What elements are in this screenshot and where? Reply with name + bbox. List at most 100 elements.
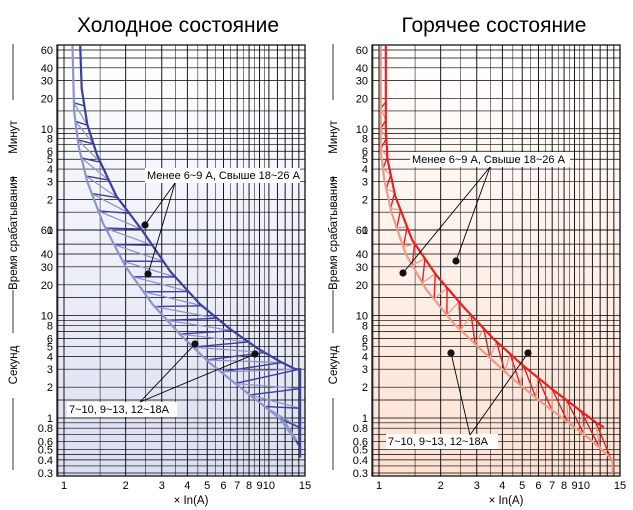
band-rung <box>98 210 130 215</box>
y-tick-label-minutes: 3 <box>47 177 53 189</box>
band-diagonal <box>73 102 89 126</box>
band-diagonal <box>235 382 301 390</box>
y-tick-label-seconds: 0.3 <box>38 468 53 480</box>
x-tick-label: 7 <box>234 480 240 492</box>
x-tick-label: 3 <box>159 480 165 492</box>
band-diagonal <box>390 207 401 211</box>
y-label-minutes: Минут <box>328 120 340 154</box>
y-tick-label-minutes: 30 <box>356 75 368 87</box>
y-tick-label-seconds: 2 <box>47 382 53 394</box>
annotation-bg <box>145 168 300 183</box>
band-diagonal <box>411 258 426 266</box>
band-diagonal <box>143 291 203 307</box>
y-tick-label-seconds: 0.6 <box>353 436 368 448</box>
y-tick-label-minutes: 5 <box>362 154 368 166</box>
x-tick-label: 15 <box>299 480 311 492</box>
y-tick-label-seconds: 0.4 <box>353 455 368 467</box>
annotation-dot <box>144 270 152 278</box>
band-lattice <box>380 101 614 463</box>
leader-line <box>450 352 471 436</box>
band-lattice <box>73 102 301 448</box>
y-axis-labels: Минут Время срабатывания Секунд <box>328 44 340 470</box>
band-diagonal <box>77 139 101 163</box>
band-diagonal <box>446 301 460 316</box>
y-tick-label-minutes: 2 <box>362 195 368 207</box>
y-tick-label-minutes: 5 <box>47 154 53 166</box>
band-rung <box>509 353 521 386</box>
band-rung <box>75 120 88 126</box>
y-tick-label-minutes: 6 <box>362 146 368 158</box>
band-rung <box>77 139 94 145</box>
annotation-bg <box>386 434 498 449</box>
band-rung <box>537 377 553 411</box>
band-diagonal <box>474 328 485 345</box>
y-tick-label-seconds: 60 <box>356 225 368 237</box>
x-tick-label: 1 <box>61 480 67 492</box>
band-diagonal <box>565 400 569 423</box>
y-tick-label-seconds: 10 <box>356 311 368 323</box>
x-tick-label: 8 <box>561 480 567 492</box>
band-diagonal <box>91 193 130 214</box>
y-label-seconds: Секунд <box>8 345 20 384</box>
y-tick-label-seconds: 2 <box>362 382 368 394</box>
y-tick-label-seconds: 4 <box>362 351 368 363</box>
band-diagonal <box>132 276 189 293</box>
leader-line <box>144 182 176 226</box>
band-diagonal <box>433 287 448 300</box>
band-diagonal <box>179 333 249 343</box>
band-rung <box>193 341 249 348</box>
y-tick-label-minutes: 20 <box>41 93 53 105</box>
y-tick-label-seconds: 30 <box>356 262 368 274</box>
upper-limit-curve <box>384 45 605 429</box>
band-rung <box>421 258 426 283</box>
y-tick-label-minutes: 40 <box>41 63 53 75</box>
x-tick-label: 5 <box>519 480 525 492</box>
band-rung <box>85 175 109 181</box>
y-tick-label-seconds: 40 <box>41 249 53 261</box>
annotation-bottom: 7~10, 9~13, 12~18A <box>69 404 170 416</box>
annotation-dot <box>452 257 460 265</box>
band-diagonal <box>535 377 539 398</box>
band-rung <box>220 361 282 373</box>
annotation-top: Менее 6~9 А, Свыше 18~26 А <box>147 170 301 182</box>
band-diagonal <box>167 319 233 332</box>
band-diagonal <box>122 260 176 278</box>
band-rung <box>114 243 153 246</box>
x-tick-label: 9 <box>256 480 262 492</box>
band-rung <box>470 315 476 345</box>
x-tick-label: 7 <box>549 480 555 492</box>
band-rung <box>81 157 101 163</box>
band-rung <box>551 388 569 423</box>
y-tick-label-minutes: 2 <box>47 195 53 207</box>
x-tick-label: 2 <box>438 480 444 492</box>
y-tick-label-seconds: 60 <box>41 225 53 237</box>
y-label-main: Время срабатывания <box>328 176 340 290</box>
x-tick-label: 10 <box>578 480 590 492</box>
y-label-main: Время срабатывания <box>8 176 20 290</box>
annotation-dot <box>191 340 199 348</box>
x-axis-label: × In(A) <box>489 495 524 507</box>
leader-line <box>402 166 491 274</box>
annotation-bg <box>67 402 177 417</box>
x-tick-label: 3 <box>474 480 480 492</box>
band-rung <box>458 301 462 331</box>
band-diagonal <box>105 227 153 246</box>
annotation-top: Менее 6~9 А, Свыше 18~26 А <box>412 154 566 166</box>
x-tick-label: 4 <box>499 480 505 492</box>
y-tick-label-minutes: 8 <box>47 134 53 146</box>
x-tick-label: 4 <box>184 480 190 492</box>
y-label-seconds: Секунд <box>328 345 340 384</box>
y-tick-label-minutes: 40 <box>356 63 368 75</box>
y-tick-label-seconds: 0.5 <box>353 445 368 457</box>
plot-frame <box>56 44 306 477</box>
x-tick-label: 1 <box>376 480 382 492</box>
band-rung <box>389 192 396 209</box>
y-tick-label-seconds: 0.6 <box>38 436 53 448</box>
band-rung <box>235 368 301 385</box>
band-rung <box>385 174 392 190</box>
y-tick-label-seconds: 4 <box>47 351 53 363</box>
y-tick-label-minutes: 60 <box>41 45 53 57</box>
band-rung <box>179 329 233 335</box>
band-rung <box>91 192 118 199</box>
band-diagonal <box>489 341 498 359</box>
